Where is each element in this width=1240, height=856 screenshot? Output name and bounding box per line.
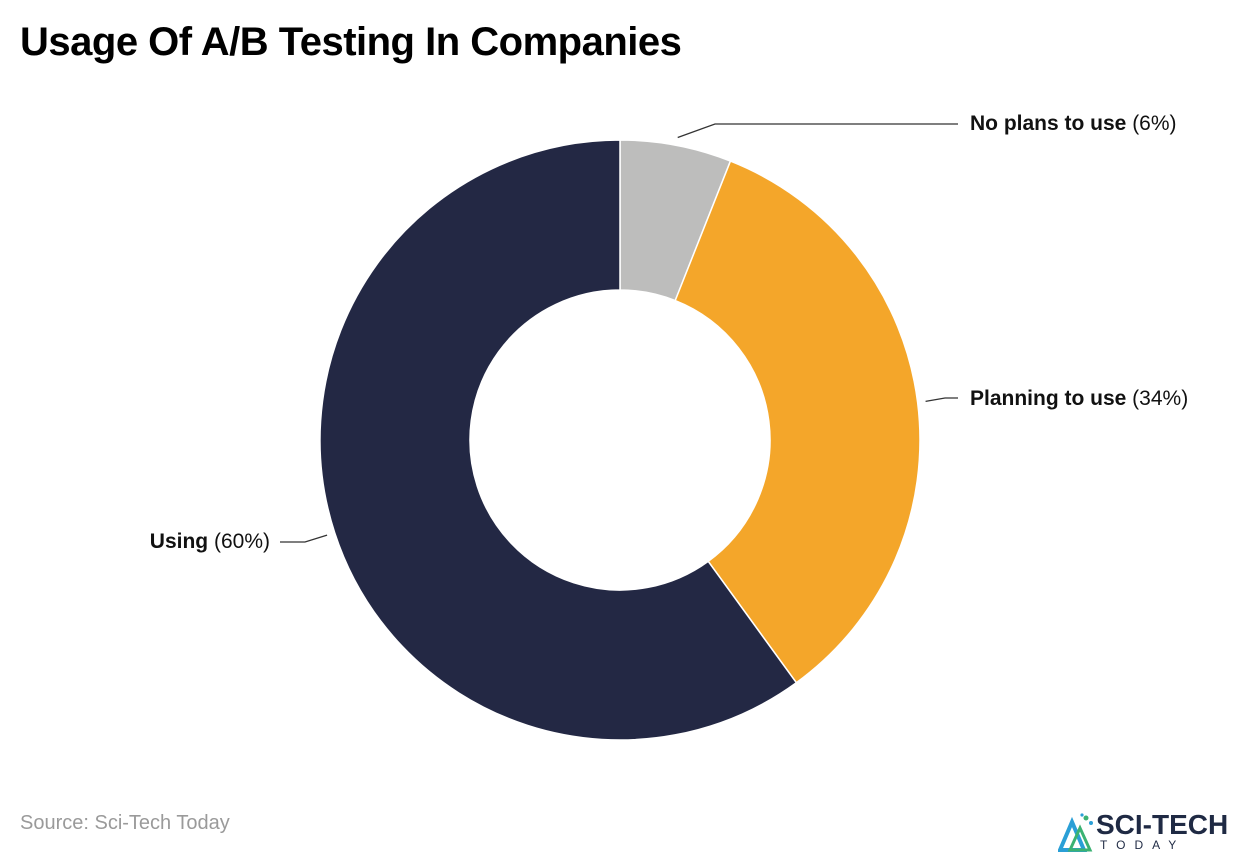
slice-label-percent: (60%) xyxy=(208,530,270,553)
leader-line-using xyxy=(280,534,328,543)
slice-label-no-plans-to-use: No plans to use (6%) xyxy=(970,112,1177,135)
logo-mark-icon xyxy=(1058,813,1093,852)
slice-label-name: No plans to use xyxy=(970,112,1126,135)
slice-label-percent: (34%) xyxy=(1126,387,1188,410)
slice-label-name: Planning to use xyxy=(970,387,1126,410)
logo-name: SCI-TECH xyxy=(1096,809,1229,840)
donut-chart: No plans to use (6%) Planning to use (34%… xyxy=(150,112,1188,741)
leader-line-no-plans-to-use xyxy=(677,123,958,139)
slice-label-using: Using (60%) xyxy=(150,530,270,553)
slice-label-name: Using xyxy=(150,530,208,553)
logo-subtitle: TODAY xyxy=(1100,838,1186,852)
slice-using xyxy=(319,139,798,741)
leader-line-planning-to-use xyxy=(925,397,958,403)
slice-label-planning-to-use: Planning to use (34%) xyxy=(970,387,1188,410)
slice-planning-to-use xyxy=(674,160,921,684)
sci-tech-logo: SCI-TECH TODAY xyxy=(1058,808,1233,854)
chart-title: Usage Of A/B Testing In Companies xyxy=(20,20,682,64)
source-note: Source: Sci-Tech Today xyxy=(20,812,230,834)
slice-label-percent: (6%) xyxy=(1126,112,1176,135)
